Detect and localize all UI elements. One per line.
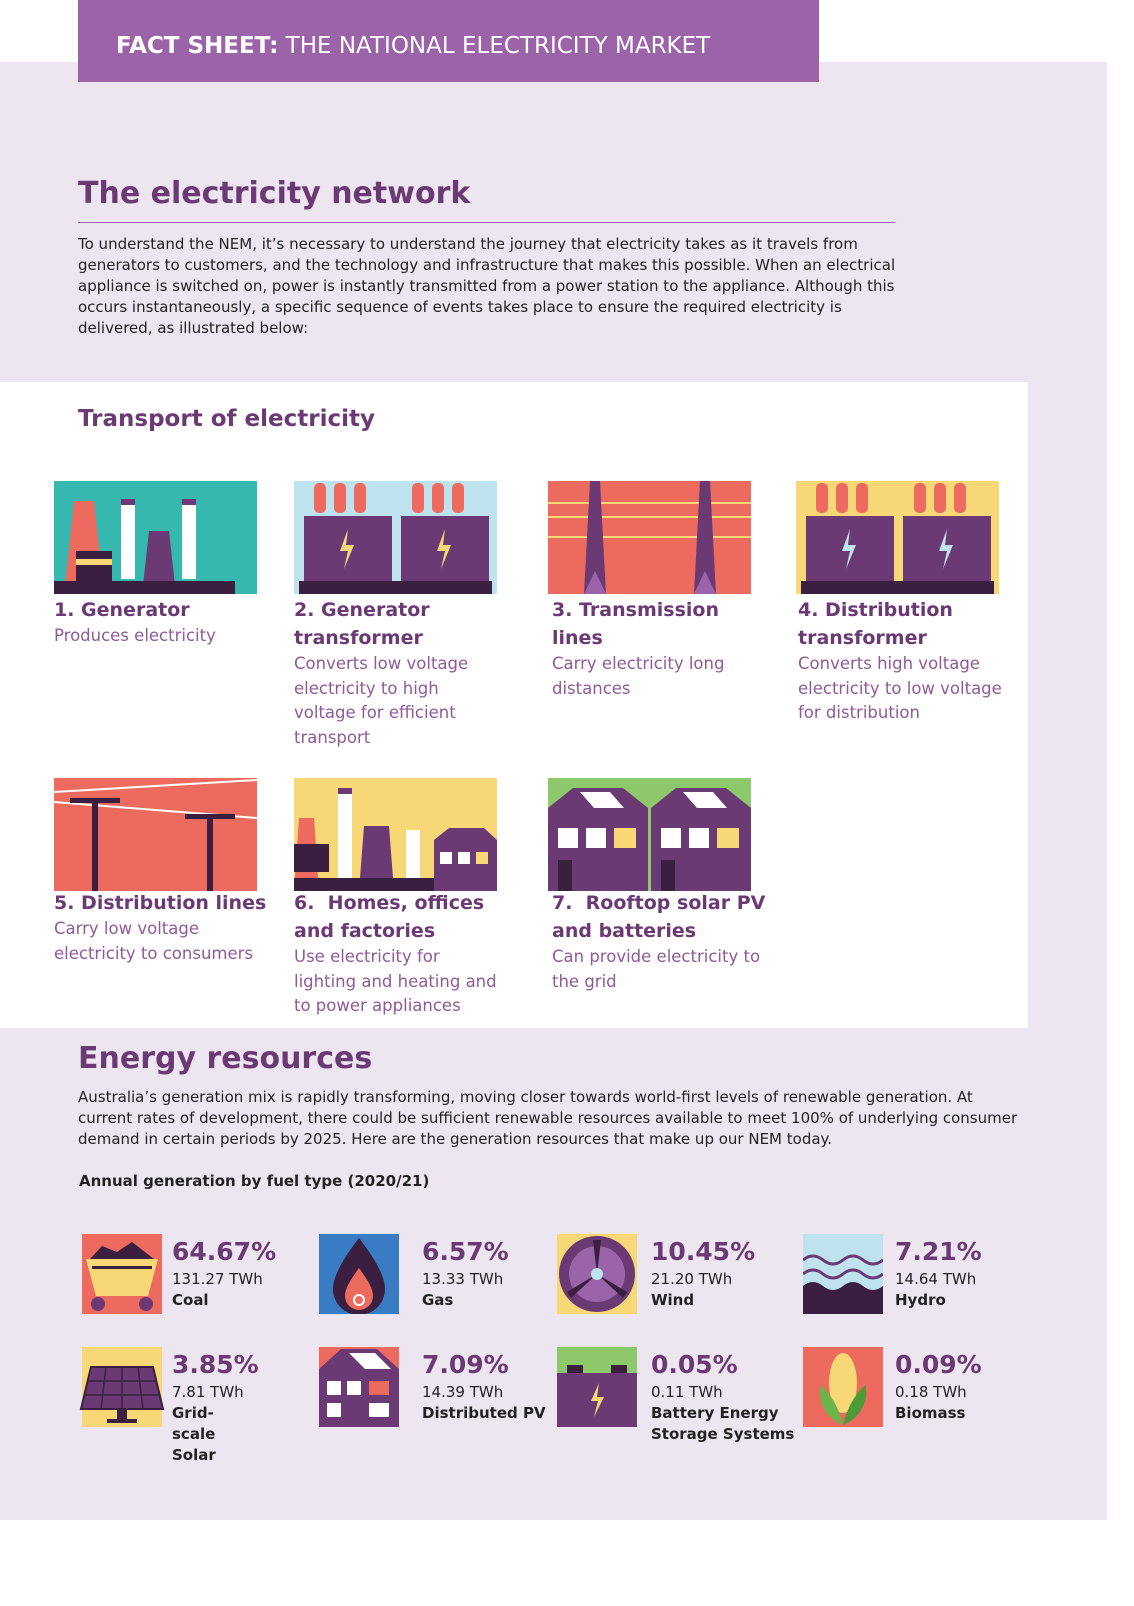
step: 2. Generator transformer Converts low vol… <box>294 596 484 750</box>
resource-fuel: Distributed PV <box>422 1404 546 1422</box>
header-title: THE NATIONAL ELECTRICITY MARKET <box>285 33 711 59</box>
resource-item: 3.85% 7.81 TWh Grid-scale Solar <box>172 1349 259 1466</box>
resources-subtitle: Annual generation by fuel type (2020/21) <box>79 1172 430 1190</box>
step-title: 6. Homes, offices and factories <box>294 892 491 942</box>
resource-fuel: Grid-scale Solar <box>172 1404 216 1464</box>
network-paragraph: To understand the NEM, it’s necessary to… <box>78 235 896 337</box>
header-label: FACT SHEET: <box>116 33 279 59</box>
step: 5. Distribution lines Carry low voltage e… <box>54 889 269 966</box>
rooftop-solar-icon <box>548 778 751 891</box>
wind-icon <box>557 1234 637 1314</box>
transmission-lines-icon <box>548 481 751 594</box>
step-title: 3. Transmission lines <box>552 599 719 649</box>
resources-paragraph: Australia’s generation mix is rapidly tr… <box>78 1088 1018 1148</box>
step-title: 4. Distribution transformer <box>798 599 953 649</box>
resource-energy: 0.18 TWh <box>895 1383 967 1401</box>
resource-fuel: Battery Energy Storage Systems <box>651 1404 795 1443</box>
battery-icon <box>557 1347 637 1427</box>
step-description: Produces electricity <box>54 626 216 645</box>
transport-title: Transport of electricity <box>78 406 375 432</box>
resource-item: 7.09% 14.39 TWh Distributed PV <box>422 1349 546 1424</box>
step-description: Can provide electricity to the grid <box>552 947 761 991</box>
resource-energy: 21.20 TWh <box>651 1270 733 1288</box>
step: 6. Homes, offices and factories Use elect… <box>294 889 504 1019</box>
resource-item: 0.05% 0.11 TWh Battery Energy Storage Syst… <box>651 1349 796 1445</box>
step-description: Converts high voltage electricity to low… <box>798 654 1002 722</box>
distributed-pv-icon <box>319 1347 399 1427</box>
resource-percent: 6.57% <box>422 1237 509 1266</box>
resource-percent: 7.21% <box>895 1237 982 1266</box>
step-description: Use electricity for lighting and heating… <box>294 947 497 1015</box>
resource-item: 6.57% 13.33 TWh Gas <box>422 1236 509 1311</box>
generator-icon <box>54 481 257 594</box>
resource-item: 64.67% 131.27 TWh Coal <box>172 1236 276 1311</box>
homes-factories-icon <box>294 778 497 891</box>
resource-energy: 131.27 TWh <box>172 1270 263 1288</box>
step-description: Carry electricity long distances <box>552 654 725 698</box>
distribution-lines-icon <box>54 778 257 891</box>
resource-percent: 0.05% <box>651 1350 738 1379</box>
resource-fuel: Gas <box>422 1291 454 1309</box>
resource-fuel: Wind <box>651 1291 695 1309</box>
resource-percent: 7.09% <box>422 1350 509 1379</box>
resource-fuel: Coal <box>172 1291 209 1309</box>
resource-percent: 0.09% <box>895 1350 982 1379</box>
gas-icon <box>319 1234 399 1314</box>
resource-percent: 3.85% <box>172 1350 259 1379</box>
step: 3. Transmission lines Carry electricity l… <box>552 596 732 701</box>
resource-fuel: Biomass <box>895 1404 966 1422</box>
resource-item: 0.09% 0.18 TWh Biomass <box>895 1349 982 1424</box>
step-description: Carry low voltage electricity to consume… <box>54 919 254 963</box>
step: 7. Rooftop solar PV and batteries Can pro… <box>552 889 767 994</box>
resource-energy: 0.11 TWh <box>651 1383 723 1401</box>
step-title: 5. Distribution lines <box>54 892 267 914</box>
resource-percent: 10.45% <box>651 1237 756 1266</box>
header-bar: FACT SHEET: THE NATIONAL ELECTRICITY MAR… <box>78 0 819 82</box>
step: 4. Distribution transformer Converts high… <box>798 596 1008 726</box>
resource-item: 10.45% 21.20 TWh Wind <box>651 1236 755 1311</box>
step-title: 7. Rooftop solar PV and batteries <box>552 892 766 942</box>
resource-energy: 14.64 TWh <box>895 1270 977 1288</box>
resource-energy: 7.81 TWh <box>172 1383 244 1401</box>
resource-energy: 13.33 TWh <box>422 1270 504 1288</box>
solar-icon <box>79 1347 165 1427</box>
network-title: The electricity network <box>78 176 471 211</box>
resource-item: 7.21% 14.64 TWh Hydro <box>895 1236 982 1311</box>
coal-icon <box>82 1234 162 1314</box>
resource-energy: 14.39 TWh <box>422 1383 504 1401</box>
step-description: Converts low voltage electricity to high… <box>294 654 469 747</box>
step-title: 2. Generator transformer <box>294 599 430 649</box>
title-rule <box>78 222 895 223</box>
step-title: 1. Generator <box>54 599 190 621</box>
hydro-icon <box>803 1234 883 1314</box>
distribution-transformer-icon <box>796 481 999 594</box>
resource-percent: 64.67% <box>172 1237 277 1266</box>
resources-title: Energy resources <box>78 1041 373 1076</box>
biomass-icon <box>803 1347 883 1427</box>
generator-transformer-icon <box>294 481 497 594</box>
step: 1. Generator Produces electricity <box>54 596 266 649</box>
resource-fuel: Hydro <box>895 1291 946 1309</box>
